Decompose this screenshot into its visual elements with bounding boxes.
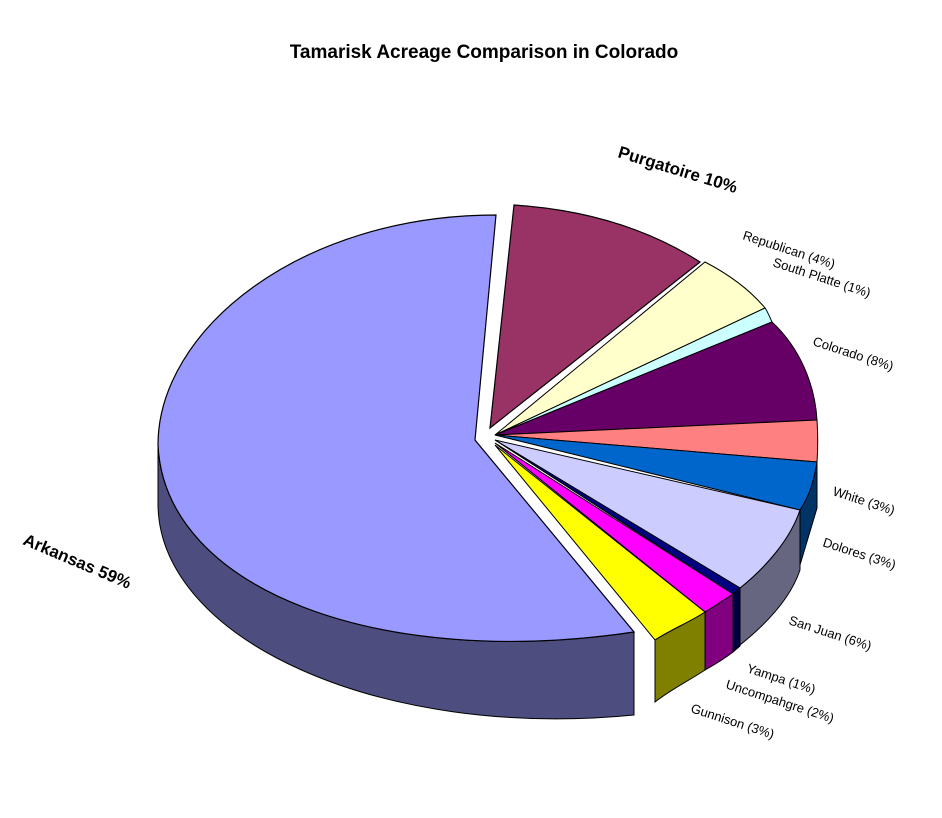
slice-colorado xyxy=(494,321,818,436)
slice-yampa xyxy=(494,439,741,595)
slice-purgatoire xyxy=(489,204,702,430)
slice-arkansas xyxy=(157,214,636,642)
slice-san-juan xyxy=(494,439,801,589)
label-dolores: Dolores (3%) xyxy=(821,535,898,573)
label-san-juan: San Juan (6%) xyxy=(787,613,873,654)
pie-slices xyxy=(157,204,819,720)
slice-republican xyxy=(494,261,766,436)
chart-title: Tamarisk Acreage Comparison in Colorado xyxy=(290,42,679,63)
slice-gunnison xyxy=(494,444,706,641)
label-colorado: Colorado (8%) xyxy=(811,334,895,374)
label-arkansas: Arkansas 59% xyxy=(20,530,134,593)
label-gunnison: Gunnison (3%) xyxy=(689,701,776,742)
label-white: White (3%) xyxy=(831,484,897,518)
slice-side-yampa xyxy=(732,586,741,654)
label-purgatoire: Purgatoire 10% xyxy=(616,143,740,197)
